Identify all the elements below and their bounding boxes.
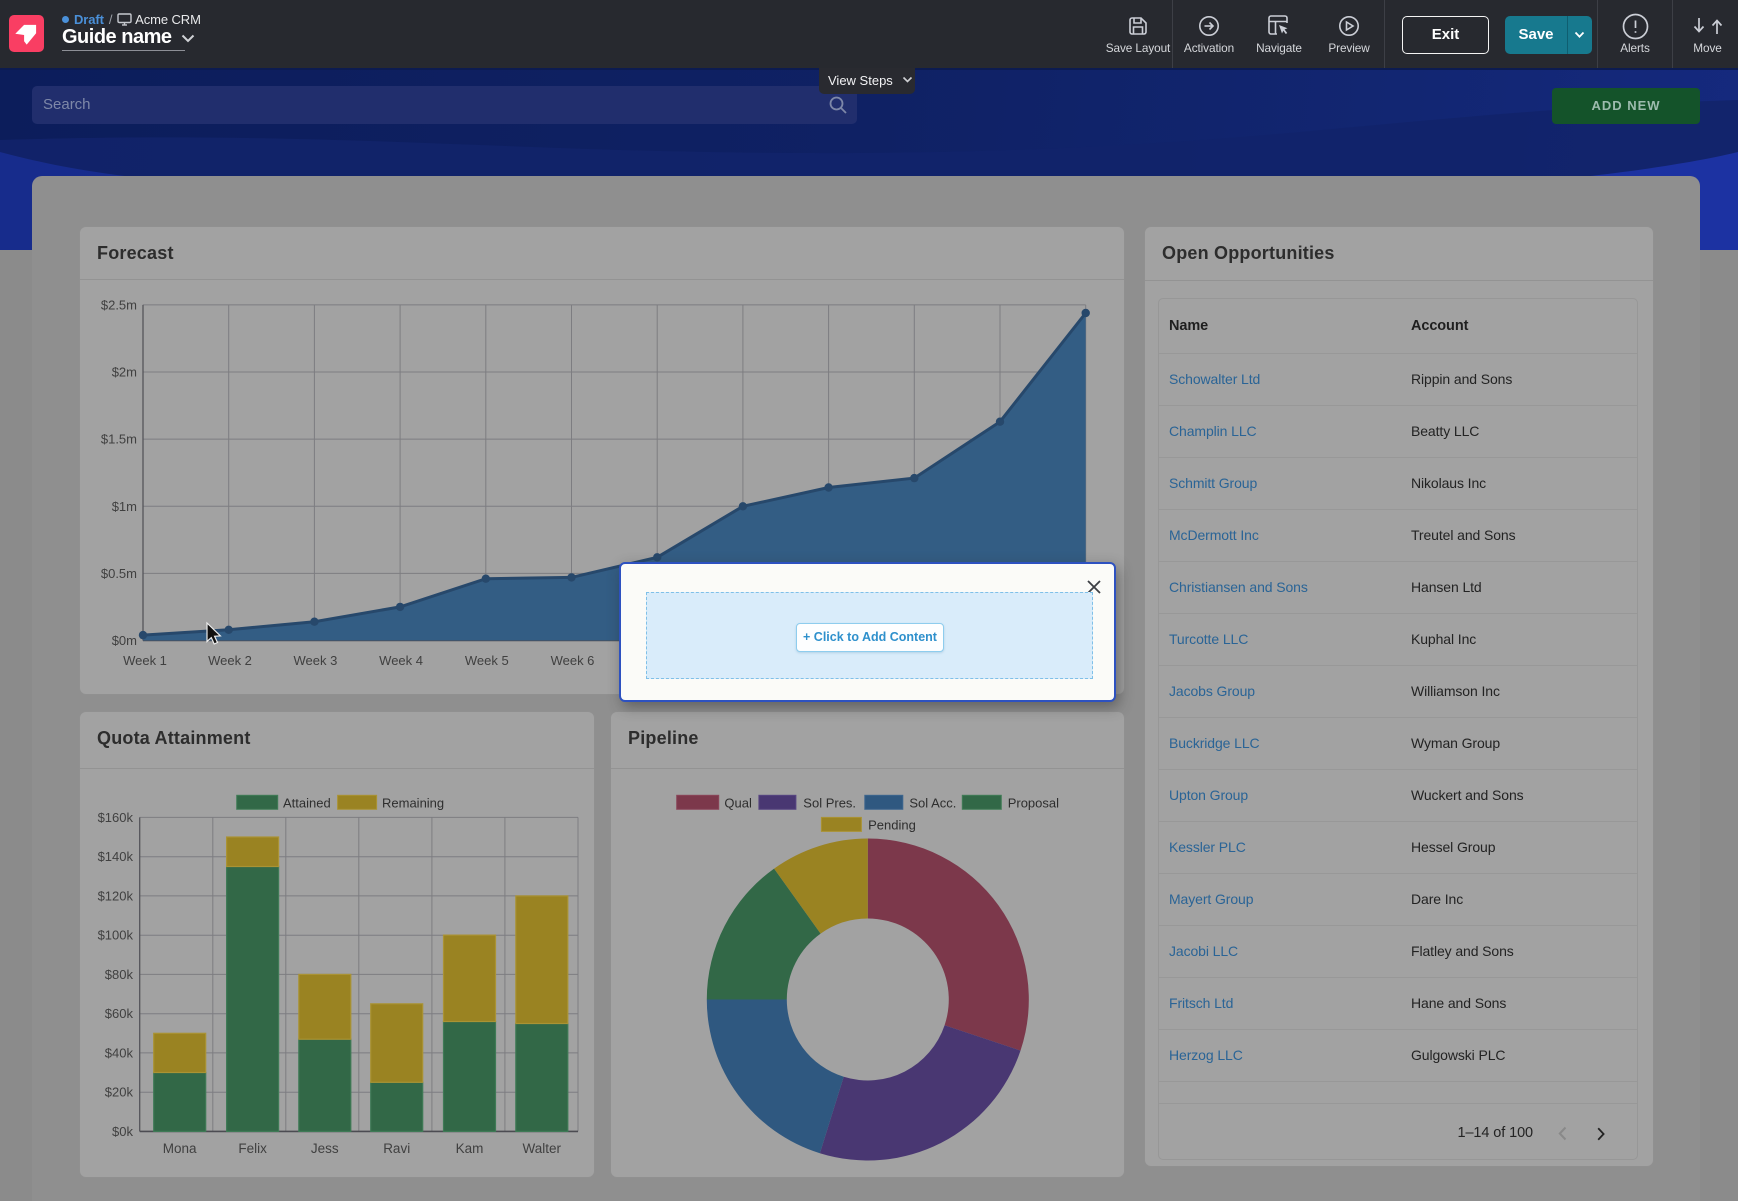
svg-text:$1m: $1m [112, 499, 137, 514]
svg-text:Attained: Attained [283, 796, 331, 811]
svg-text:Week 3: Week 3 [293, 653, 337, 668]
svg-text:$1.5m: $1.5m [101, 432, 137, 447]
svg-text:Pending: Pending [868, 818, 916, 833]
svg-text:Week 5: Week 5 [465, 653, 509, 668]
svg-text:Qual: Qual [724, 796, 752, 811]
svg-text:$40k: $40k [105, 1045, 134, 1060]
svg-text:$20k: $20k [105, 1085, 134, 1100]
svg-text:$0m: $0m [112, 633, 137, 648]
svg-text:$60k: $60k [105, 1006, 134, 1021]
svg-text:$160k: $160k [98, 810, 134, 825]
svg-text:Jess: Jess [311, 1141, 339, 1156]
svg-text:Walter: Walter [523, 1141, 562, 1156]
svg-text:$80k: $80k [105, 967, 134, 982]
svg-text:Felix: Felix [238, 1141, 267, 1156]
svg-text:Sol Pres.: Sol Pres. [803, 796, 856, 811]
svg-text:$100k: $100k [98, 928, 134, 943]
svg-text:$120k: $120k [98, 888, 134, 903]
svg-text:$140k: $140k [98, 849, 134, 864]
svg-text:Week 4: Week 4 [379, 653, 423, 668]
svg-text:Week 2: Week 2 [208, 653, 252, 668]
svg-text:Ravi: Ravi [383, 1141, 410, 1156]
svg-text:Mona: Mona [163, 1141, 197, 1156]
svg-text:Week 1: Week 1 [123, 653, 167, 668]
svg-text:$2.5m: $2.5m [101, 297, 137, 312]
svg-text:$0.5m: $0.5m [101, 566, 137, 581]
svg-text:$0k: $0k [112, 1124, 133, 1139]
svg-text:Sol Acc.: Sol Acc. [909, 796, 956, 811]
svg-text:Kam: Kam [456, 1141, 484, 1156]
svg-text:Remaining: Remaining [382, 796, 444, 811]
svg-text:$2m: $2m [112, 365, 137, 380]
svg-text:Week 6: Week 6 [551, 653, 595, 668]
svg-text:Proposal: Proposal [1008, 796, 1059, 811]
